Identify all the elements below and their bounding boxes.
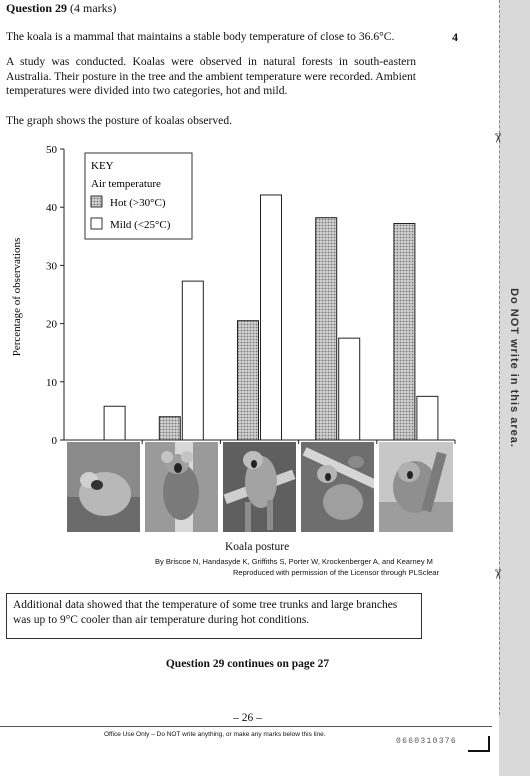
bar-hot-3 [237,320,259,441]
question-header: Question 29 (4 marks) [6,1,116,16]
koala-photo-3 [223,442,296,532]
bar-hot-4 [315,217,338,441]
koala-photo-2 [145,442,218,532]
sidebar-warning: Do NOT write in this area. [508,288,520,448]
legend-heading: KEY [91,160,114,172]
scissors-icon: ✂ [490,132,506,144]
bar-mild-4 [338,337,361,441]
bar-mild-1 [103,405,126,441]
y-tick-label: 20 [46,319,58,331]
credit-authors: By Briscoe N, Handasyde K, Griffiths S, … [155,557,433,566]
marks-margin: 4 [452,30,458,44]
footer-rule [0,726,492,727]
koala-photo-4 [301,442,374,532]
question-label: Question 29 [6,1,68,15]
y-tick-label: 10 [46,377,58,389]
y-axis-label: Percentage of observations [11,238,23,357]
bar-mild-5 [416,395,439,441]
posture-chart: 0 10 20 30 40 50 KEY Air temperature Hot (>30… [11,144,456,445]
y-tick-label: 30 [46,260,58,272]
y-tick-label: 0 [52,435,58,445]
koala-photo-5 [379,442,453,532]
continues-note: Question 29 continues on page 27 [165,658,330,670]
y-tick-label: 40 [46,202,58,214]
legend-subheading: Air temperature [91,178,161,190]
legend-swatch-hot [90,195,103,208]
legend-frame [84,152,193,240]
barcode-number: 0660310376 [396,737,458,746]
paragraph-study: A study was conducted. Koalas were obser… [6,55,416,97]
legend-label-hot: Hot (>30°C) [110,197,166,209]
bar-mild-3 [260,194,282,441]
margin-sidebar [499,0,530,776]
paragraph-graph: The graph shows the posture of koalas ob… [6,114,233,127]
page-number: – 26 – [233,712,262,724]
bar-mild-2 [181,280,204,441]
scissors-icon: ✂ [490,568,506,580]
chart-legend: KEY Air temperature Hot (>30°C) Mild (<2… [84,152,193,240]
paragraph-intro: The koala is a mammal that maintains a s… [6,30,395,43]
legend-label-mild: Mild (<25°C) [110,219,171,231]
corner-mark [468,736,490,752]
legend-swatch-mild [90,217,103,230]
cut-line [499,0,500,715]
y-tick-label: 50 [46,144,58,156]
bar-hot-2 [158,416,181,441]
additional-data-box: Additional data showed that the temperat… [6,593,422,639]
bar-hot-5 [393,222,416,441]
x-axis-label: Koala posture [225,541,290,553]
question-marks: (4 marks) [70,1,117,15]
koala-photo-1 [67,442,140,532]
credit-permission: Reproduced with permission of the Licens… [233,568,439,577]
office-use-note: Office Use Only – Do NOT write anything,… [104,731,326,738]
